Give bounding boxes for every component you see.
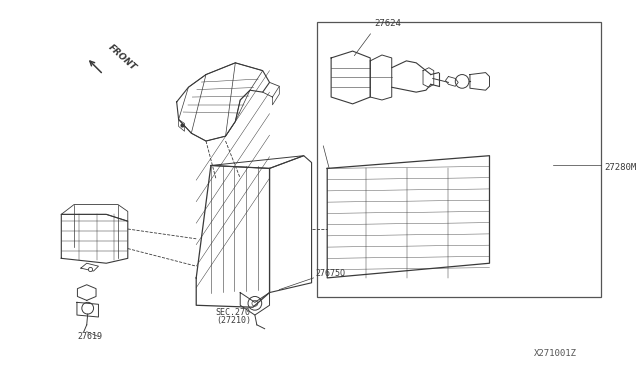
Text: 27280M: 27280M [604, 163, 636, 172]
Text: 27675Q: 27675Q [316, 269, 346, 278]
Text: 27624: 27624 [374, 19, 401, 28]
Text: FRONT: FRONT [106, 43, 138, 73]
Text: SEC.270: SEC.270 [216, 308, 251, 317]
Bar [317, 22, 601, 298]
Text: X271001Z: X271001Z [534, 349, 577, 358]
Text: 27619: 27619 [77, 331, 102, 340]
Text: (27210): (27210) [216, 316, 251, 325]
